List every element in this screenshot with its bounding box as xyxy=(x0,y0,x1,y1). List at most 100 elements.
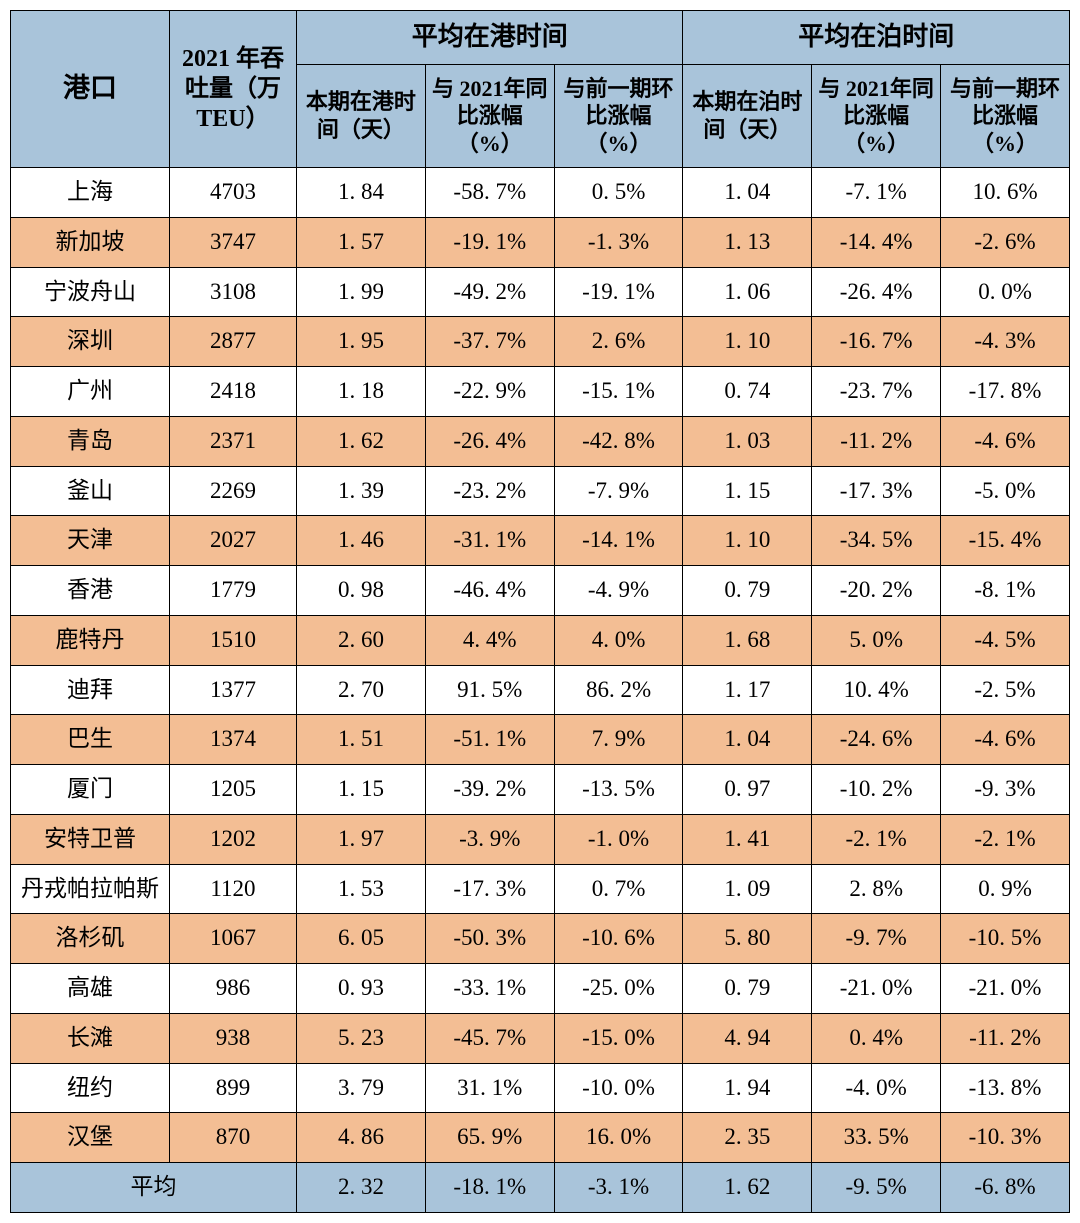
cell-port-mom: 16. 0% xyxy=(554,1113,683,1163)
cell-port: 洛杉矶 xyxy=(11,914,170,964)
cell-throughput: 3747 xyxy=(169,217,296,267)
cell-port: 鹿特丹 xyxy=(11,615,170,665)
cell-port-mom: -15. 0% xyxy=(554,1013,683,1063)
cell-berth-yoy: 33. 5% xyxy=(812,1113,941,1163)
cell-berth-yoy: -4. 0% xyxy=(812,1063,941,1113)
cell-port-yoy: 31. 1% xyxy=(425,1063,554,1113)
table-row: 迪拜13772. 7091. 5%86. 2%1. 1710. 4%-2. 5% xyxy=(11,665,1070,715)
cell-berth-days: 0. 74 xyxy=(683,367,812,417)
table-row: 宁波舟山31081. 99-49. 2%-19. 1%1. 06-26. 4%0… xyxy=(11,267,1070,317)
cell-berth-mom: -21. 0% xyxy=(941,964,1070,1014)
cell-berth-days: 1. 06 xyxy=(683,267,812,317)
cell-average-port-yoy: -18. 1% xyxy=(425,1163,554,1213)
cell-port-yoy: -49. 2% xyxy=(425,267,554,317)
cell-throughput: 3108 xyxy=(169,267,296,317)
cell-port-days: 1. 18 xyxy=(297,367,426,417)
cell-throughput: 1510 xyxy=(169,615,296,665)
cell-port-days: 1. 15 xyxy=(297,765,426,815)
cell-port-mom: 86. 2% xyxy=(554,665,683,715)
port-data-table: 港口 2021 年吞吐量（万TEU） 平均在港时间 平均在泊时间 本期在港时间（… xyxy=(10,10,1070,1213)
cell-port-mom: -10. 0% xyxy=(554,1063,683,1113)
cell-port: 广州 xyxy=(11,367,170,417)
cell-berth-mom: -15. 4% xyxy=(941,516,1070,566)
cell-port-yoy: -23. 2% xyxy=(425,466,554,516)
header-port-yoy: 与 2021年同比涨幅（%） xyxy=(425,64,554,168)
cell-berth-days: 1. 10 xyxy=(683,317,812,367)
cell-berth-days: 1. 03 xyxy=(683,416,812,466)
cell-berth-mom: -4. 3% xyxy=(941,317,1070,367)
cell-port-yoy: -3. 9% xyxy=(425,814,554,864)
cell-berth-days: 0. 79 xyxy=(683,964,812,1014)
cell-berth-days: 1. 15 xyxy=(683,466,812,516)
cell-throughput: 2877 xyxy=(169,317,296,367)
table-row: 高雄9860. 93-33. 1%-25. 0%0. 79-21. 0%-21.… xyxy=(11,964,1070,1014)
cell-port-yoy: -17. 3% xyxy=(425,864,554,914)
cell-berth-days: 1. 17 xyxy=(683,665,812,715)
table-row: 天津20271. 46-31. 1%-14. 1%1. 10-34. 5%-15… xyxy=(11,516,1070,566)
table-row: 巴生13741. 51-51. 1%7. 9%1. 04-24. 6%-4. 6… xyxy=(11,715,1070,765)
cell-port-days: 6. 05 xyxy=(297,914,426,964)
cell-berth-days: 1. 13 xyxy=(683,217,812,267)
cell-port: 宁波舟山 xyxy=(11,267,170,317)
cell-port-yoy: -51. 1% xyxy=(425,715,554,765)
header-group-port-time: 平均在港时间 xyxy=(297,11,683,65)
cell-berth-yoy: 10. 4% xyxy=(812,665,941,715)
cell-average-berth-days: 1. 62 xyxy=(683,1163,812,1213)
cell-average-label: 平均 xyxy=(11,1163,297,1213)
cell-port: 高雄 xyxy=(11,964,170,1014)
cell-berth-days: 0. 79 xyxy=(683,566,812,616)
cell-berth-mom: -13. 8% xyxy=(941,1063,1070,1113)
cell-port-mom: -1. 3% xyxy=(554,217,683,267)
port-data-table-wrapper: 港口 2021 年吞吐量（万TEU） 平均在港时间 平均在泊时间 本期在港时间（… xyxy=(10,10,1070,1213)
cell-port-mom: -14. 1% xyxy=(554,516,683,566)
cell-port-mom: 4. 0% xyxy=(554,615,683,665)
cell-berth-yoy: -14. 4% xyxy=(812,217,941,267)
header-throughput: 2021 年吞吐量（万TEU） xyxy=(169,11,296,168)
table-row: 广州24181. 18-22. 9%-15. 1%0. 74-23. 7%-17… xyxy=(11,367,1070,417)
cell-port: 长滩 xyxy=(11,1013,170,1063)
cell-port-mom: -25. 0% xyxy=(554,964,683,1014)
table-row: 香港17790. 98-46. 4%-4. 9%0. 79-20. 2%-8. … xyxy=(11,566,1070,616)
cell-port: 纽约 xyxy=(11,1063,170,1113)
cell-berth-mom: -2. 1% xyxy=(941,814,1070,864)
cell-berth-days: 1. 04 xyxy=(683,168,812,218)
cell-port-days: 0. 93 xyxy=(297,964,426,1014)
cell-berth-yoy: -9. 7% xyxy=(812,914,941,964)
cell-berth-days: 4. 94 xyxy=(683,1013,812,1063)
cell-port: 迪拜 xyxy=(11,665,170,715)
cell-port-yoy: -31. 1% xyxy=(425,516,554,566)
cell-port-days: 1. 62 xyxy=(297,416,426,466)
cell-port-days: 5. 23 xyxy=(297,1013,426,1063)
cell-port-mom: -15. 1% xyxy=(554,367,683,417)
cell-port: 深圳 xyxy=(11,317,170,367)
cell-port-days: 1. 57 xyxy=(297,217,426,267)
cell-port: 安特卫普 xyxy=(11,814,170,864)
cell-berth-mom: -8. 1% xyxy=(941,566,1070,616)
cell-port-yoy: -39. 2% xyxy=(425,765,554,815)
cell-port-mom: -42. 8% xyxy=(554,416,683,466)
cell-berth-days: 1. 41 xyxy=(683,814,812,864)
table-row: 长滩9385. 23-45. 7%-15. 0%4. 940. 4%-11. 2… xyxy=(11,1013,1070,1063)
cell-throughput: 2371 xyxy=(169,416,296,466)
cell-port: 香港 xyxy=(11,566,170,616)
cell-port: 上海 xyxy=(11,168,170,218)
cell-port-yoy: -50. 3% xyxy=(425,914,554,964)
cell-port-days: 1. 51 xyxy=(297,715,426,765)
cell-berth-mom: -4. 5% xyxy=(941,615,1070,665)
cell-berth-yoy: 2. 8% xyxy=(812,864,941,914)
cell-port-mom: 2. 6% xyxy=(554,317,683,367)
cell-port-yoy: -45. 7% xyxy=(425,1013,554,1063)
cell-port-days: 4. 86 xyxy=(297,1113,426,1163)
cell-throughput: 870 xyxy=(169,1113,296,1163)
cell-throughput: 986 xyxy=(169,964,296,1014)
cell-port-days: 1. 99 xyxy=(297,267,426,317)
cell-berth-mom: -2. 5% xyxy=(941,665,1070,715)
table-row: 洛杉矶10676. 05-50. 3%-10. 6%5. 80-9. 7%-10… xyxy=(11,914,1070,964)
cell-port-mom: 0. 7% xyxy=(554,864,683,914)
cell-port-days: 1. 95 xyxy=(297,317,426,367)
cell-port-days: 1. 97 xyxy=(297,814,426,864)
cell-berth-mom: -17. 8% xyxy=(941,367,1070,417)
cell-berth-mom: -9. 3% xyxy=(941,765,1070,815)
cell-average-port-days: 2. 32 xyxy=(297,1163,426,1213)
cell-port-yoy: -22. 9% xyxy=(425,367,554,417)
